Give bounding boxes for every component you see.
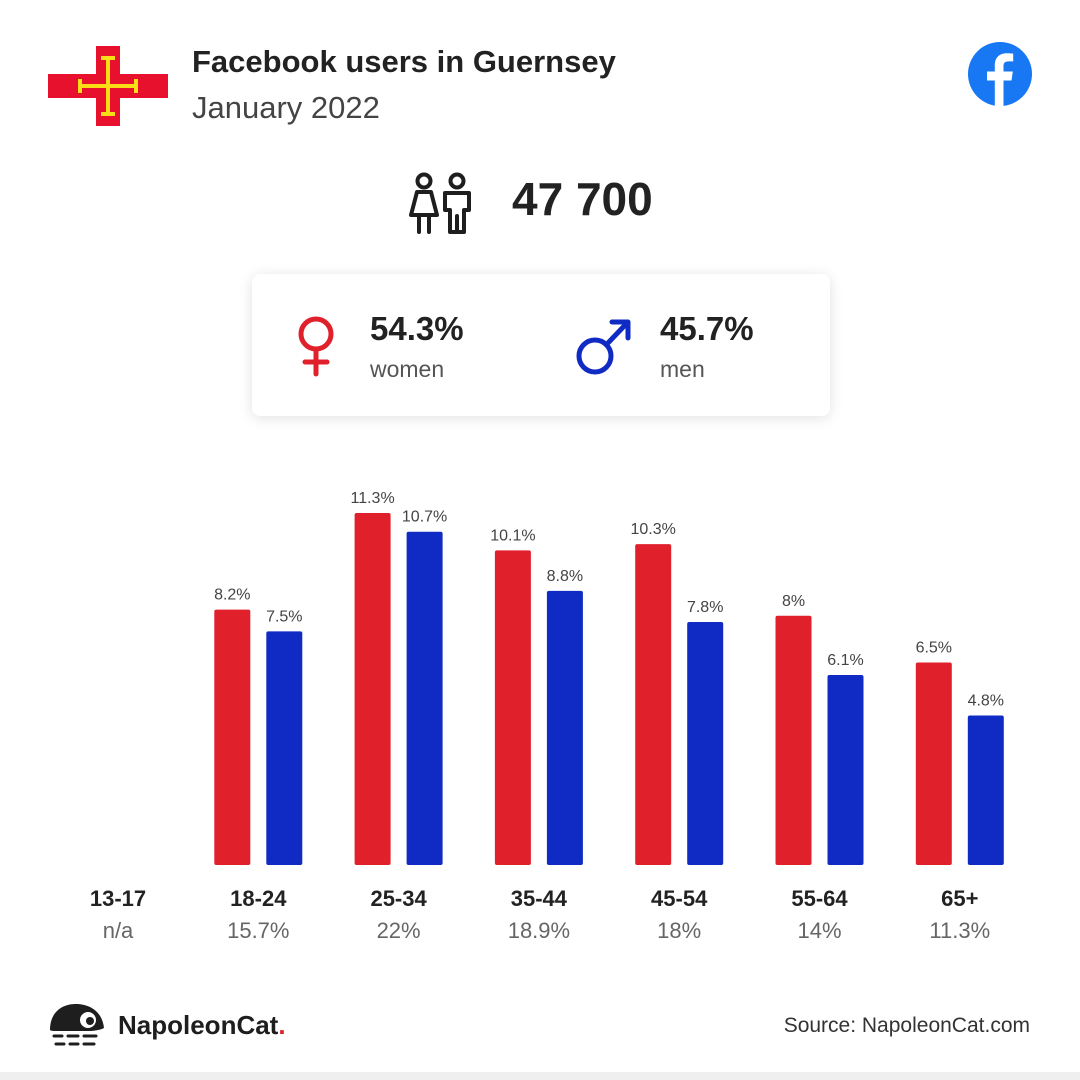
x-category-label: 55-64 — [791, 886, 848, 911]
bar-label-men-25-34: 10.7% — [402, 509, 447, 526]
x-category-total: 18% — [657, 918, 701, 943]
bar-label-men-45-54: 7.8% — [687, 599, 723, 616]
bar-women-55-64 — [775, 615, 812, 865]
bar-label-women-18-24: 8.2% — [214, 587, 250, 604]
page-subtitle: January 2022 — [192, 90, 380, 125]
men-percentage: 45.7% — [660, 310, 754, 347]
total-users-value: 47 700 — [512, 173, 653, 225]
bar-label-women-35-44: 10.1% — [490, 527, 535, 544]
bar-women-45-54 — [635, 544, 672, 865]
men-label: men — [660, 356, 705, 382]
x-category-total: n/a — [103, 918, 134, 943]
x-category-total: 18.9% — [508, 918, 570, 943]
x-category-total: 11.3% — [929, 918, 990, 943]
gender-card: 54.3% women 45.7% men — [252, 274, 830, 416]
male-symbol-icon — [576, 319, 631, 375]
bar-women-65+ — [915, 662, 952, 865]
female-symbol-icon — [298, 316, 334, 377]
women-label: women — [370, 356, 445, 382]
bar-men-55-64 — [827, 674, 864, 865]
bottom-divider — [0, 1072, 1080, 1080]
x-category-total: 14% — [797, 918, 841, 943]
x-category-label: 13-17 — [90, 886, 146, 911]
age-gender-bar-chart: 13-17 n/a 8.2% 7.5% 18-24 15.7% 11.3% 10.7% 25-3… — [90, 490, 1004, 943]
x-category-label: 35-44 — [511, 886, 568, 911]
x-category-label: 18-24 — [230, 886, 287, 911]
bar-label-men-65+: 4.8% — [968, 692, 1004, 709]
bar-label-women-55-64: 8% — [782, 593, 805, 610]
brand-name: NapoleonCat. — [118, 1010, 286, 1041]
bar-men-45-54 — [687, 622, 724, 865]
bar-label-men-35-44: 8.8% — [547, 568, 583, 585]
brand-name-dot: . — [278, 1010, 286, 1040]
bar-label-men-18-24: 7.5% — [266, 608, 302, 625]
bar-label-women-25-34: 11.3% — [351, 490, 395, 507]
bar-men-18-24 — [266, 631, 303, 865]
bar-men-65+ — [967, 715, 1004, 865]
bar-women-25-34 — [354, 513, 391, 865]
brand-name-text: NapoleonCat — [118, 1010, 279, 1040]
women-percentage: 54.3% — [370, 310, 464, 347]
x-category-total: 15.7% — [227, 918, 289, 943]
x-category-total: 22% — [377, 918, 421, 943]
x-category-label: 25-34 — [370, 886, 427, 911]
source-note: Source: NapoleonCat.com — [783, 1014, 1030, 1037]
page-title: Facebook users in Guernsey — [192, 44, 616, 79]
x-category-label: 45-54 — [651, 886, 708, 911]
bar-men-35-44 — [546, 590, 583, 865]
bar-women-35-44 — [494, 550, 531, 865]
napoleoncat-mascot-icon — [50, 1004, 104, 1046]
bar-label-women-45-54: 10.3% — [631, 521, 676, 538]
guernsey-flag-icon — [48, 46, 168, 126]
bar-label-women-65+: 6.5% — [916, 640, 952, 657]
facebook-logo-icon — [968, 42, 1032, 106]
bar-label-men-55-64: 6.1% — [827, 652, 863, 669]
bar-men-25-34 — [406, 531, 443, 865]
bar-women-18-24 — [214, 609, 251, 865]
x-category-label: 65+ — [941, 886, 978, 911]
users-icon — [409, 172, 471, 234]
